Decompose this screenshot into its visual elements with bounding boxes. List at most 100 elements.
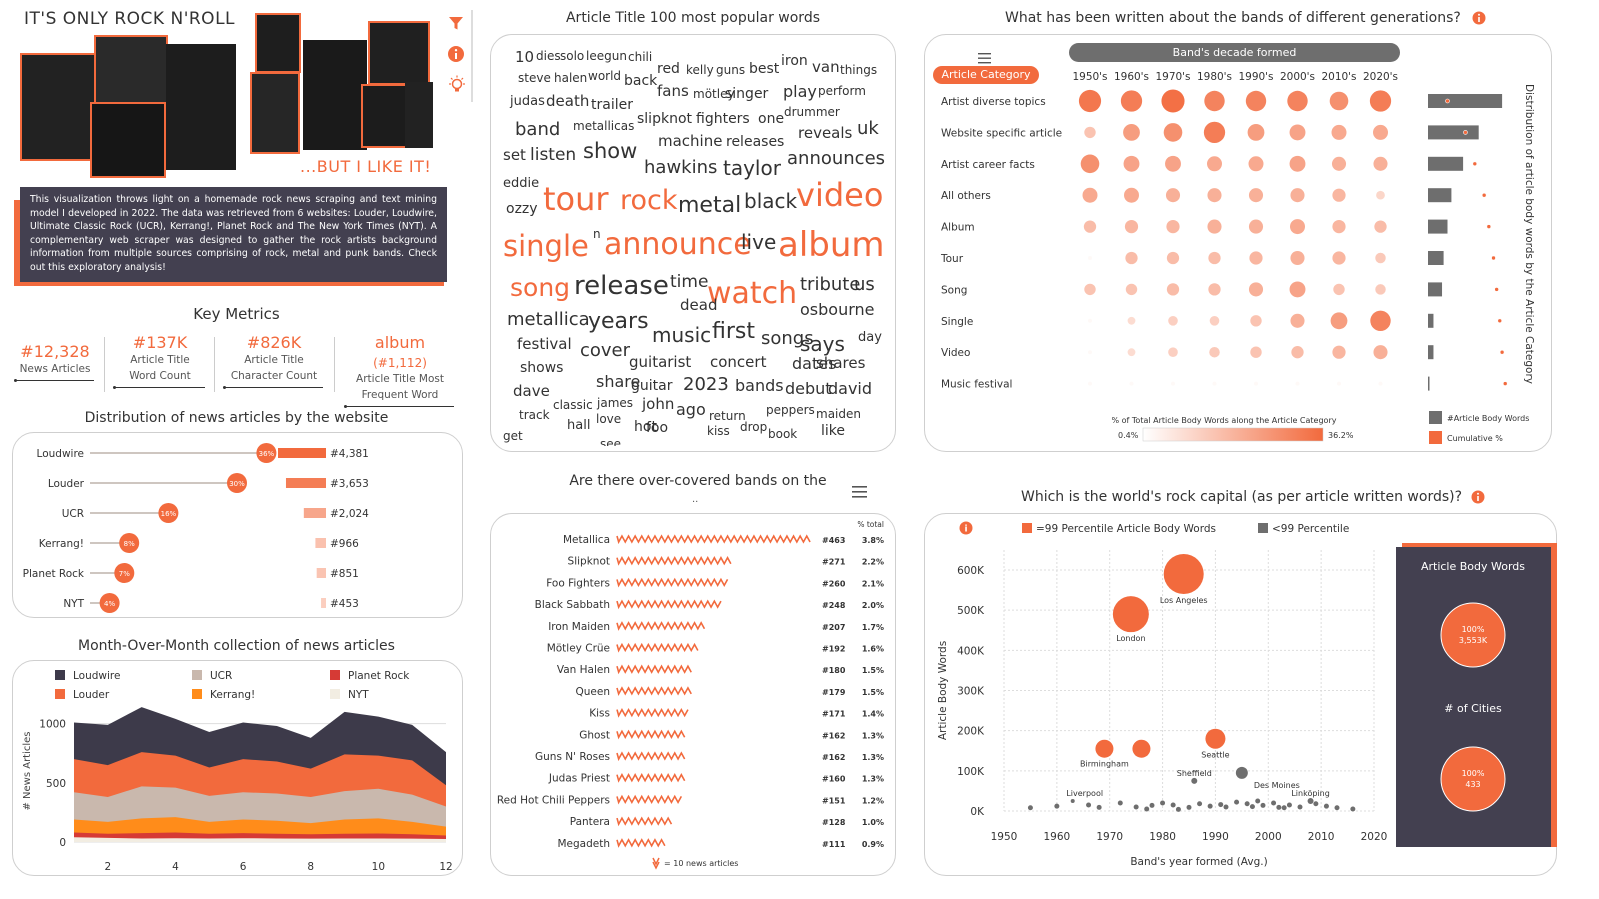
info-icon[interactable] — [1471, 489, 1485, 508]
word-cloud-word[interactable]: says — [800, 332, 845, 356]
word-cloud-word[interactable]: years — [588, 309, 649, 334]
word-cloud-word[interactable]: n — [593, 227, 601, 241]
word-cloud-word[interactable]: metal — [678, 193, 742, 218]
word-cloud-word[interactable]: leegun — [586, 49, 627, 63]
word-cloud-word[interactable]: video — [796, 176, 884, 214]
word-cloud-word[interactable]: black — [744, 189, 798, 213]
word-cloud-word[interactable]: 2023 — [683, 374, 729, 395]
word-cloud-word[interactable]: guitarist — [629, 353, 692, 371]
word-cloud-word[interactable]: bands — [735, 376, 784, 395]
word-cloud-word[interactable]: releases — [726, 134, 785, 150]
word-cloud-word[interactable]: debut — [785, 379, 832, 398]
word-cloud-word[interactable]: tour — [543, 180, 609, 218]
word-cloud-word[interactable]: rock — [620, 185, 678, 216]
word-cloud-word[interactable]: dates — [792, 354, 837, 373]
lightbulb-icon[interactable] — [447, 75, 465, 93]
word-cloud-word[interactable]: dead — [680, 296, 718, 314]
word-cloud-word[interactable]: album — [778, 225, 885, 265]
word-cloud-word[interactable]: play — [783, 82, 817, 101]
word-cloud-word[interactable]: steve — [518, 71, 551, 85]
word-cloud-word[interactable]: drummer — [784, 105, 840, 119]
word-cloud-word[interactable]: dies — [536, 49, 561, 63]
word-cloud-word[interactable]: one — [758, 111, 785, 127]
word-cloud-word[interactable]: live — [741, 230, 777, 254]
word-cloud-word[interactable]: announce — [604, 227, 752, 262]
word-cloud-word[interactable]: songs — [761, 328, 814, 349]
info-icon[interactable] — [1472, 10, 1486, 29]
word-cloud-word[interactable]: singer — [725, 86, 769, 102]
word-cloud-word[interactable]: dave — [513, 382, 550, 400]
word-cloud-word[interactable]: share — [596, 372, 641, 391]
word-cloud-word[interactable]: back — [624, 73, 658, 89]
word-cloud-word[interactable]: 10 — [515, 48, 535, 66]
word-cloud-word[interactable]: day — [858, 330, 882, 345]
word-cloud-word[interactable]: red — [657, 61, 680, 77]
word-cloud-word[interactable]: fighters — [696, 111, 750, 127]
word-cloud-word[interactable]: slipknot — [637, 111, 692, 127]
word-cloud-word[interactable]: us — [854, 274, 875, 295]
word-cloud-word[interactable]: cover — [580, 340, 631, 361]
word-cloud-word[interactable]: festival — [517, 335, 572, 353]
word-cloud-word[interactable]: david — [828, 379, 873, 398]
word-cloud-word[interactable]: metallica — [507, 309, 590, 330]
word-cloud-word[interactable]: chili — [628, 50, 653, 64]
word-cloud-word[interactable]: solo — [560, 49, 585, 63]
word-cloud-word[interactable]: judas — [510, 94, 545, 109]
word-cloud-word[interactable]: ozzy — [506, 201, 538, 217]
word-cloud-word[interactable]: guitar — [631, 378, 673, 394]
word-cloud-word[interactable]: things — [840, 63, 878, 77]
word-cloud-word[interactable]: death — [546, 92, 590, 110]
word-cloud-word[interactable]: show — [583, 139, 638, 163]
word-cloud-word[interactable]: eddie — [503, 176, 540, 191]
word-cloud-word[interactable]: kelly — [686, 63, 714, 77]
word-cloud-word[interactable]: perform — [818, 84, 866, 98]
word-cloud-word[interactable]: uk — [857, 118, 879, 139]
word-cloud-word[interactable]: shows — [520, 360, 564, 376]
word-cloud-word[interactable]: trailer — [591, 97, 633, 113]
word-cloud-word[interactable]: kiss — [707, 424, 730, 438]
word-cloud-word[interactable]: single — [503, 229, 589, 263]
filter-icon[interactable] — [447, 14, 465, 32]
word-cloud-word[interactable]: tribute — [800, 274, 861, 295]
word-cloud-word[interactable]: reveals — [798, 124, 853, 142]
word-cloud-word[interactable]: get — [503, 429, 523, 443]
word-cloud-word[interactable]: fans — [657, 82, 689, 100]
word-cloud-word[interactable]: set — [503, 146, 526, 164]
word-cloud-word[interactable]: announces — [787, 148, 886, 169]
word-cloud-word[interactable]: music — [652, 323, 712, 347]
word-cloud-word[interactable]: john — [642, 395, 675, 413]
word-cloud-word[interactable]: ago — [676, 400, 706, 419]
word-cloud-word[interactable]: world — [588, 69, 622, 83]
word-cloud-word[interactable]: drop — [740, 420, 768, 434]
word-cloud-word[interactable]: hot — [634, 419, 657, 435]
word-cloud-word[interactable]: watch — [707, 276, 798, 311]
word-cloud-word[interactable]: love — [596, 412, 622, 426]
word-cloud-word[interactable]: machine — [658, 132, 723, 150]
word-cloud-word[interactable]: guns — [716, 63, 746, 77]
word-cloud-word[interactable]: peppers — [766, 403, 815, 417]
word-cloud-word[interactable]: james — [597, 396, 634, 410]
word-cloud-word[interactable]: best — [749, 61, 780, 77]
word-cloud-word[interactable]: hawkins — [644, 157, 718, 178]
info-icon[interactable] — [447, 45, 465, 63]
word-cloud-word[interactable]: maiden — [816, 407, 861, 421]
word-cloud-word[interactable]: iron — [781, 53, 808, 69]
word-cloud-word[interactable]: time — [670, 272, 709, 292]
word-cloud-word[interactable]: track — [519, 408, 550, 422]
word-cloud-word[interactable]: release — [574, 271, 669, 301]
word-cloud-word[interactable]: van — [812, 58, 840, 76]
word-cloud-word[interactable]: hall — [567, 418, 591, 433]
menu-icon[interactable] — [978, 49, 991, 64]
word-cloud-word[interactable]: band — [515, 119, 561, 140]
word-cloud-word[interactable]: mötley — [693, 87, 735, 101]
word-cloud-word[interactable]: halen — [554, 71, 588, 85]
word-cloud-word[interactable]: song — [510, 273, 571, 302]
word-cloud-word[interactable]: book — [768, 427, 798, 441]
word-cloud-word[interactable]: return — [709, 409, 746, 423]
word-cloud-word[interactable]: concert — [710, 353, 767, 371]
word-cloud-word[interactable]: first — [712, 319, 755, 344]
menu-icon[interactable] — [852, 483, 867, 498]
word-cloud-word[interactable]: see — [600, 437, 622, 446]
word-cloud-word[interactable]: osbourne — [800, 300, 875, 319]
word-cloud-word[interactable]: classic — [553, 398, 593, 412]
